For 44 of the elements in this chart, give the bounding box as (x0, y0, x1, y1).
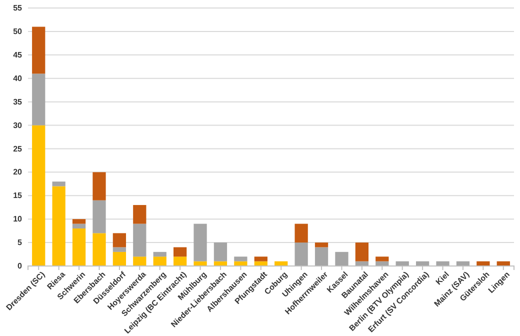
y-tick-label: 25 (13, 144, 23, 154)
y-tick-label: 5 (18, 238, 23, 248)
y-tick-label: 30 (13, 120, 23, 130)
bar (92, 233, 106, 266)
bar (32, 74, 46, 126)
bar (133, 256, 146, 266)
y-tick-label: 45 (13, 50, 23, 60)
bar (173, 256, 187, 266)
bar (214, 242, 228, 262)
bar (52, 186, 66, 266)
bar (294, 242, 308, 266)
bar (72, 228, 86, 266)
bar (52, 182, 66, 186)
bar (32, 125, 46, 266)
bar (72, 224, 86, 228)
bar (112, 233, 126, 248)
bar (133, 224, 146, 257)
y-tick-label: 50 (13, 27, 23, 36)
y-tick-label: 20 (13, 168, 23, 177)
bar (254, 256, 268, 262)
bar (72, 219, 86, 224)
bar (153, 252, 166, 257)
bar (92, 172, 106, 200)
y-tick-label: 0 (18, 262, 23, 271)
bar (355, 242, 369, 262)
bar (194, 224, 207, 262)
y-tick-label: 10 (13, 214, 23, 224)
bar (314, 247, 328, 266)
bar (32, 26, 46, 74)
y-tick-label: 15 (13, 191, 23, 200)
bar (92, 200, 106, 234)
bar (112, 252, 126, 266)
bar (376, 256, 389, 262)
y-tick-label: 35 (13, 97, 23, 106)
bar (133, 205, 146, 224)
bar (314, 242, 328, 248)
bar (153, 256, 166, 266)
bar (335, 252, 348, 266)
y-tick-label: 40 (13, 74, 23, 83)
bar (112, 247, 126, 252)
bar (234, 256, 248, 262)
bar (294, 224, 308, 243)
bar (173, 247, 187, 257)
y-tick-label: 55 (13, 4, 23, 13)
